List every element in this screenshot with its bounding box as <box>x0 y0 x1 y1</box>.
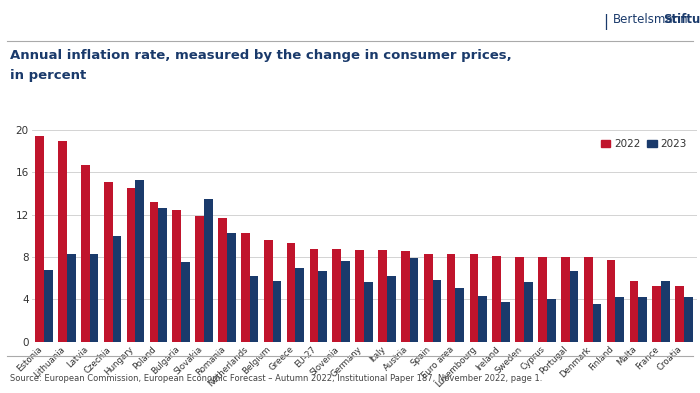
Bar <box>378 250 387 342</box>
Bar <box>615 298 624 342</box>
Bar <box>90 254 99 342</box>
Bar <box>136 180 144 342</box>
Bar <box>36 136 44 342</box>
Bar <box>218 218 227 342</box>
Bar <box>478 296 487 342</box>
Bar <box>433 280 441 342</box>
Bar <box>241 233 250 342</box>
Bar <box>150 202 158 342</box>
Bar <box>67 254 76 342</box>
Bar <box>684 298 692 342</box>
Bar <box>195 216 204 342</box>
Bar <box>309 248 318 342</box>
Bar <box>401 251 410 342</box>
Bar <box>204 198 213 342</box>
Bar <box>272 281 281 342</box>
Bar <box>570 271 578 342</box>
Bar <box>492 256 501 342</box>
Bar <box>227 233 236 342</box>
Bar <box>158 208 167 342</box>
Bar <box>592 304 601 342</box>
Bar <box>172 210 181 342</box>
Bar <box>81 165 90 342</box>
Bar <box>470 254 478 342</box>
Bar <box>652 286 661 342</box>
Bar <box>561 257 570 342</box>
Bar <box>250 276 258 342</box>
Text: Stiftung: Stiftung <box>663 13 700 26</box>
Bar <box>104 182 113 342</box>
Bar <box>584 257 592 342</box>
Bar <box>58 141 67 342</box>
Bar <box>447 254 456 342</box>
Text: |: | <box>603 14 608 30</box>
Bar <box>287 243 295 342</box>
Text: Bertelsmann: Bertelsmann <box>612 13 688 26</box>
Bar <box>44 270 52 342</box>
Legend: 2022, 2023: 2022, 2023 <box>597 135 692 153</box>
Bar <box>410 258 419 342</box>
Bar <box>295 268 304 342</box>
Bar <box>607 260 615 342</box>
Bar <box>332 248 341 342</box>
Bar <box>113 236 121 342</box>
Bar <box>341 261 350 342</box>
Bar <box>676 286 684 342</box>
Bar <box>318 271 327 342</box>
Text: Source: European Commission, European Economic Forecast – Autumn 2022, Instituti: Source: European Commission, European Ec… <box>10 374 543 383</box>
Bar <box>547 299 556 342</box>
Bar <box>501 301 510 342</box>
Text: in percent: in percent <box>10 69 87 82</box>
Bar <box>629 281 638 342</box>
Bar <box>181 263 190 342</box>
Bar <box>364 283 372 342</box>
Bar <box>524 283 533 342</box>
Bar <box>456 288 464 342</box>
Bar <box>387 276 395 342</box>
Bar <box>356 250 364 342</box>
Bar <box>538 257 547 342</box>
Bar <box>638 298 647 342</box>
Bar <box>127 188 136 342</box>
Bar <box>424 254 433 342</box>
Bar <box>515 257 524 342</box>
Text: Annual inflation rate, measured by the change in consumer prices,: Annual inflation rate, measured by the c… <box>10 49 512 62</box>
Bar <box>264 240 272 342</box>
Bar <box>661 281 670 342</box>
